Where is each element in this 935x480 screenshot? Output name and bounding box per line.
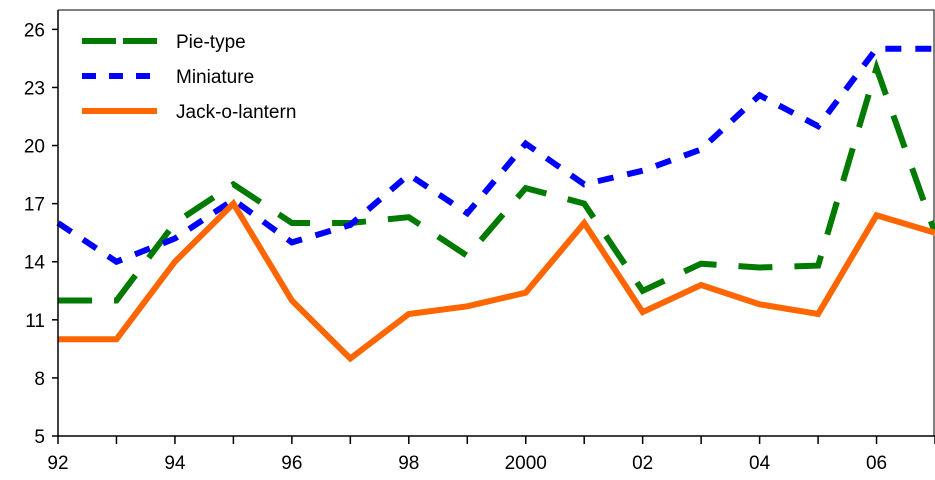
x-tick-label: 96 <box>281 453 302 474</box>
x-tick-label: 06 <box>866 453 887 474</box>
axes-layer: 5 8 11 14 17 20 23 26 92 94 96 98 2000 02 04 06 <box>24 10 935 474</box>
series-line-pie-type <box>58 58 935 304</box>
plot-area <box>58 9 935 436</box>
series-line-miniature <box>56 45 935 266</box>
x-tick-label: 2000 <box>505 453 547 474</box>
y-tick-label: 26 <box>24 20 45 41</box>
x-tick-label: 92 <box>47 453 68 474</box>
y-tick-label: 17 <box>24 195 45 216</box>
y-tick-label: 20 <box>24 137 45 158</box>
y-tick-label: 14 <box>24 253 46 274</box>
y-tick-label: 8 <box>34 369 45 390</box>
legend-label: Jack-o-lantern <box>176 102 296 123</box>
x-tick-label: 94 <box>164 453 186 474</box>
y-tick-label: 5 <box>34 427 45 448</box>
plot-border <box>58 9 935 436</box>
legend-label: Miniature <box>176 67 254 88</box>
series-layer <box>56 45 935 363</box>
y-tick-label: 11 <box>25 311 45 332</box>
y-tick-label: 23 <box>24 78 45 99</box>
x-tick-label: 02 <box>632 453 653 474</box>
legend-item-miniature: Miniature <box>82 67 254 88</box>
x-tick-label: 98 <box>398 453 419 474</box>
legend-label: Pie-type <box>176 32 246 53</box>
legend-item-jack-o-lantern: Jack-o-lantern <box>82 102 296 123</box>
legend: Pie-type Miniature Jack-o-lantern <box>82 32 296 123</box>
legend-item-pie-type: Pie-type <box>82 32 246 53</box>
x-tick-label: 04 <box>749 453 771 474</box>
series-line-jack-o-lantern <box>58 198 935 363</box>
